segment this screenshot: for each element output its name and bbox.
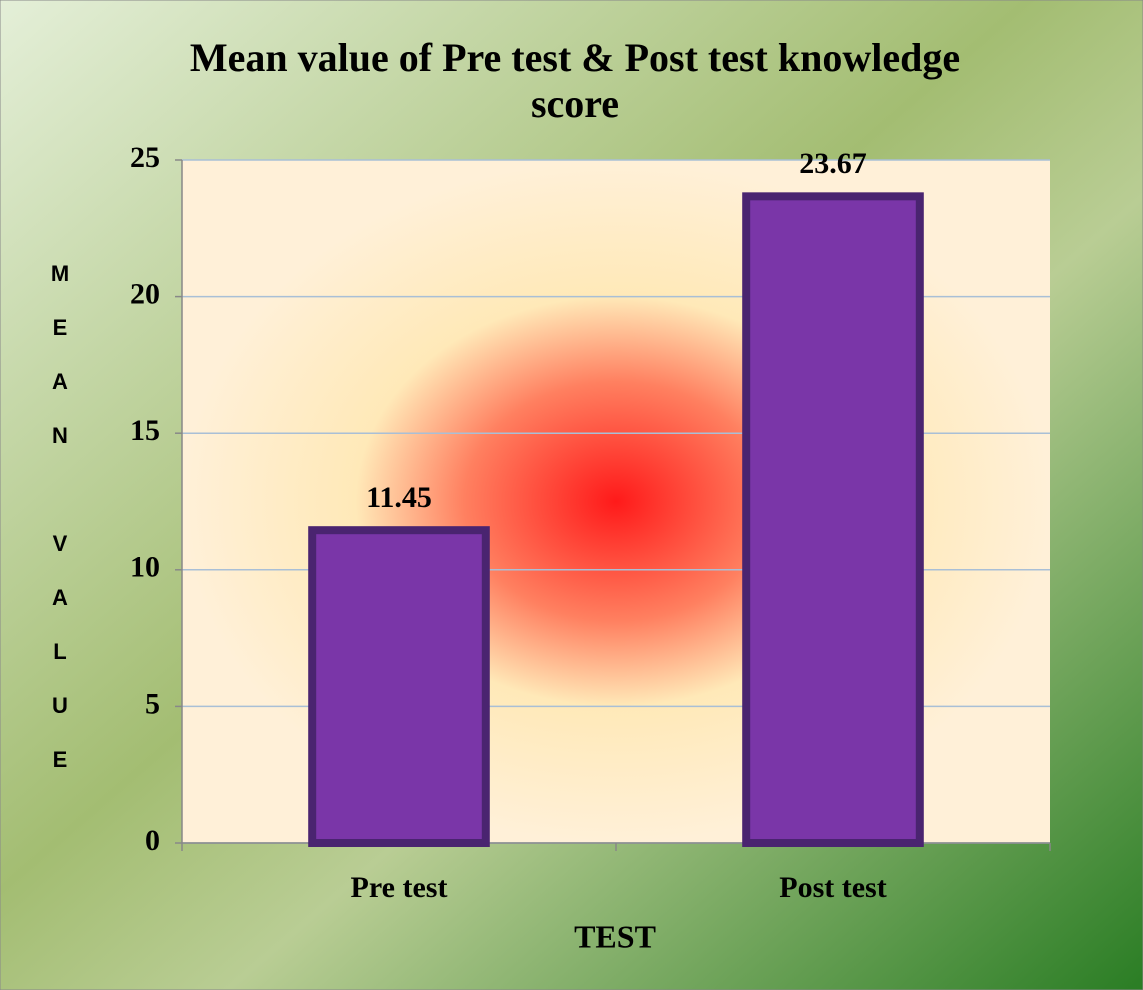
y-tick-label: 25 — [130, 141, 160, 174]
bar — [742, 192, 924, 848]
y-tick-label: 20 — [130, 277, 160, 310]
y-tick-label: 0 — [145, 824, 160, 857]
x-tick-label: Pre test — [351, 871, 448, 904]
y-tick-label: 10 — [130, 551, 160, 584]
chart-title: Mean value of Pre test & Post test knowl… — [190, 35, 960, 126]
x-tick-label: Post test — [779, 871, 886, 904]
y-tick-label: 15 — [130, 414, 160, 447]
value-label: 11.45 — [366, 481, 432, 514]
value-label: 23.67 — [799, 147, 867, 180]
y-tick-label: 5 — [145, 687, 160, 720]
x-axis-label: TEST — [574, 918, 656, 954]
bar — [308, 526, 490, 847]
